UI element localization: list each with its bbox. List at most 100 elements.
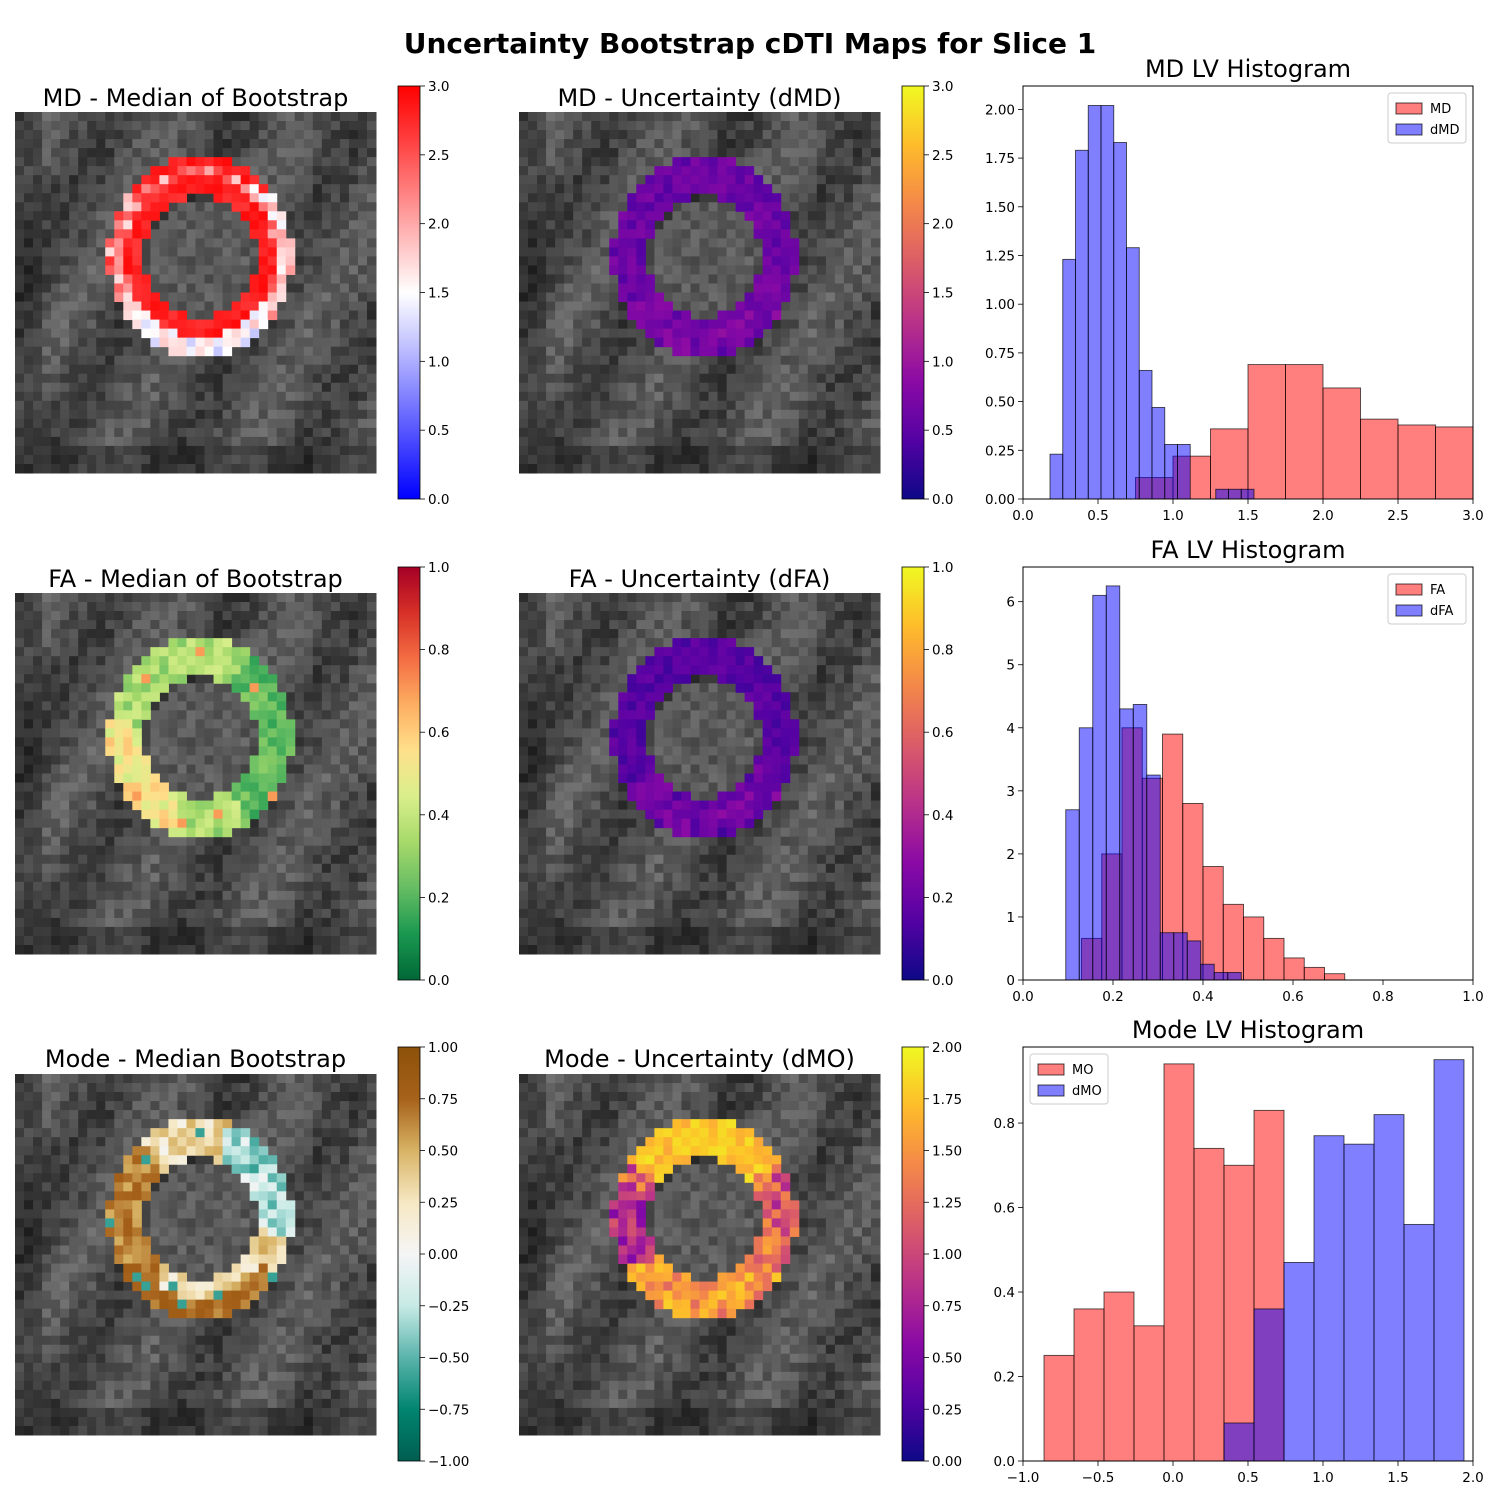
x-tick-label: 1.5 bbox=[1237, 508, 1258, 524]
y-tick-label: 0.00 bbox=[985, 492, 1015, 508]
histogram-bar-dMO bbox=[1283, 1261, 1315, 1461]
histogram-panel-2: FA LV Histogram 0.0 0.2 0.4 0.6 0.8 1.0 0 1 2 3 4 5 6… bbox=[1006, 536, 1483, 1005]
histogram-bar-dMD bbox=[1228, 488, 1242, 499]
histogram-bar-dMD bbox=[1240, 488, 1255, 499]
histogram-bars bbox=[1043, 1059, 1465, 1461]
axes-frame bbox=[1022, 566, 1474, 981]
histogram-bar-dMO bbox=[1373, 1114, 1405, 1461]
map-panel-1: MD - Median of Bootstrap 0.0 0.5 1.0 1.5 2.0 2… bbox=[15, 79, 449, 508]
histogram-bar-dFA bbox=[1159, 932, 1175, 980]
map-panel-3: FA - Median of Bootstrap 0.0 0.2 0.4 0.6 0.8 1… bbox=[15, 560, 449, 989]
histogram-bar-dMO bbox=[1403, 1223, 1435, 1461]
histogram-title: Mode LV Histogram bbox=[1132, 1016, 1364, 1044]
histogram-bar-dFA bbox=[1213, 971, 1229, 980]
histogram-bar-dMD bbox=[1062, 258, 1076, 499]
legend-swatch bbox=[1395, 583, 1423, 596]
x-tick-label: 2.5 bbox=[1387, 508, 1408, 524]
colorbar-tick-label: 1.50 bbox=[932, 1144, 962, 1160]
y-tick-label: 0.25 bbox=[985, 443, 1015, 459]
map-title: Mode - Uncertainty (dMO) bbox=[544, 1045, 855, 1073]
map-title: MD - Uncertainty (dMD) bbox=[557, 84, 841, 112]
histogram-bar-FA bbox=[1283, 957, 1305, 980]
colorbar-tick-label: 0.75 bbox=[428, 1092, 458, 1108]
x-tick-label: 1.0 bbox=[1312, 1470, 1333, 1486]
colorbar-tick-label: 1.75 bbox=[932, 1092, 962, 1108]
histogram-bar-FA bbox=[1303, 966, 1325, 980]
colorbar-tick-label: 0.6 bbox=[932, 725, 953, 741]
histogram-bar-dMD bbox=[1100, 105, 1115, 499]
legend: MD dMD bbox=[1387, 92, 1467, 144]
lv-ring-overlay bbox=[609, 157, 800, 357]
colorbar: 0.0 0.2 0.4 0.6 0.8 1.0 bbox=[397, 560, 449, 989]
map-panel-6: Mode - Uncertainty (dMO) 0.00 0.25 0.50 0.75… bbox=[519, 1040, 962, 1470]
histogram-bar-dMD bbox=[1164, 444, 1178, 499]
map-panel-4: FA - Uncertainty (dFA) 0.0 0.2 0.4 0.6 0.8 1.0 bbox=[519, 560, 953, 989]
histogram-bar-dMD bbox=[1177, 444, 1191, 499]
histogram-bar-MO bbox=[1223, 1164, 1255, 1461]
histogram-bar-MO bbox=[1133, 1325, 1165, 1461]
histogram-bar-MO bbox=[1043, 1354, 1075, 1461]
colorbar-tick-label: 0.50 bbox=[932, 1351, 962, 1367]
histogram-bar-FA bbox=[1222, 903, 1244, 980]
y-tick-label: 0.2 bbox=[994, 1370, 1015, 1386]
x-tick-label: 1.0 bbox=[1462, 989, 1483, 1005]
colorbar-tick-label: 1.0 bbox=[428, 354, 449, 370]
colorbar-tick-label: 0.0 bbox=[932, 492, 953, 508]
histogram-bar-MO bbox=[1163, 1063, 1195, 1461]
y-tick-label: 0.0 bbox=[994, 1454, 1015, 1470]
colorbar-tick-label: 1.0 bbox=[932, 560, 953, 576]
colorbar-tick-label: 1.0 bbox=[428, 560, 449, 576]
histogram-bar-dFA bbox=[1092, 594, 1107, 980]
histogram-bar-dFA bbox=[1200, 963, 1215, 980]
lv-ring-overlay bbox=[609, 638, 800, 838]
histogram-bar-dMD bbox=[1087, 105, 1102, 499]
colorbar-tick-label: 0.8 bbox=[932, 643, 953, 659]
y-tick-label: 0.75 bbox=[985, 346, 1015, 362]
colorbar-tick-label: 0.6 bbox=[428, 725, 449, 741]
colorbar-tick-label: −0.75 bbox=[428, 1402, 469, 1418]
histogram-bar-dMD bbox=[1215, 488, 1229, 499]
x-tick-label: −0.5 bbox=[1082, 1470, 1115, 1486]
y-tick-label: 0 bbox=[1006, 973, 1015, 989]
histogram-bar-dFA bbox=[1132, 704, 1148, 980]
histogram-bar-dMD bbox=[1126, 247, 1140, 499]
map-title: FA - Uncertainty (dFA) bbox=[569, 565, 831, 593]
colorbar-tick-label: −0.50 bbox=[428, 1351, 469, 1367]
colorbar-tick-label: 0.50 bbox=[428, 1144, 458, 1160]
x-tick-label: 0.5 bbox=[1087, 508, 1108, 524]
colorbar: −1.00 −0.75 −0.50 −0.25 0.00 0.25 0.50 0.75 1.00 bbox=[397, 1040, 469, 1470]
colorbar-tick-label: 0.4 bbox=[428, 808, 449, 824]
map-panel-2: MD - Uncertainty (dMD) 0.0 0.5 1.0 1.5 2.0 2.5… bbox=[519, 79, 953, 508]
legend-swatch bbox=[1037, 1063, 1065, 1076]
histogram-bar-dMO bbox=[1253, 1308, 1285, 1461]
y-tick-label: 3 bbox=[1006, 784, 1015, 800]
histogram-bar-dFA bbox=[1078, 727, 1094, 980]
histogram-bar-dMO bbox=[1433, 1059, 1465, 1461]
legend: FA dFA bbox=[1387, 573, 1467, 625]
colorbar: 0.0 0.2 0.4 0.6 0.8 1.0 bbox=[901, 560, 953, 989]
x-tick-label: 2.0 bbox=[1462, 1470, 1483, 1486]
x-tick-label: 0.0 bbox=[1012, 508, 1033, 524]
x-tick-label: 3.0 bbox=[1462, 508, 1483, 524]
x-tick-label: 0.5 bbox=[1237, 1470, 1258, 1486]
colorbar-tick-label: 2.0 bbox=[428, 217, 449, 233]
colorbar-tick-label: 0.2 bbox=[932, 890, 953, 906]
y-tick-label: 0.8 bbox=[994, 1116, 1015, 1132]
y-tick-label: 4 bbox=[1006, 721, 1015, 737]
lv-ring-overlay bbox=[609, 1119, 800, 1319]
colorbar-tick-label: 3.0 bbox=[932, 79, 953, 95]
histogram-bar-dFA bbox=[1065, 809, 1080, 980]
colorbar-tick-label: −0.25 bbox=[428, 1299, 469, 1315]
legend-label: dFA bbox=[1430, 604, 1454, 619]
y-tick-label: 1.75 bbox=[985, 151, 1015, 167]
colorbar-tick-label: 2.5 bbox=[932, 148, 953, 164]
histogram-bar-FA bbox=[1263, 937, 1285, 980]
legend-swatch bbox=[1395, 123, 1423, 136]
map-title: FA - Median of Bootstrap bbox=[48, 565, 343, 593]
histogram-bar-dMO bbox=[1343, 1143, 1375, 1461]
y-tick-label: 1.00 bbox=[985, 297, 1015, 313]
histogram-panel-1: MD LV Histogram 0.0 0.5 1.0 1.5 2.0 2.5 3.0 0.00… bbox=[985, 55, 1484, 524]
histogram-bar-MD bbox=[1360, 418, 1399, 499]
